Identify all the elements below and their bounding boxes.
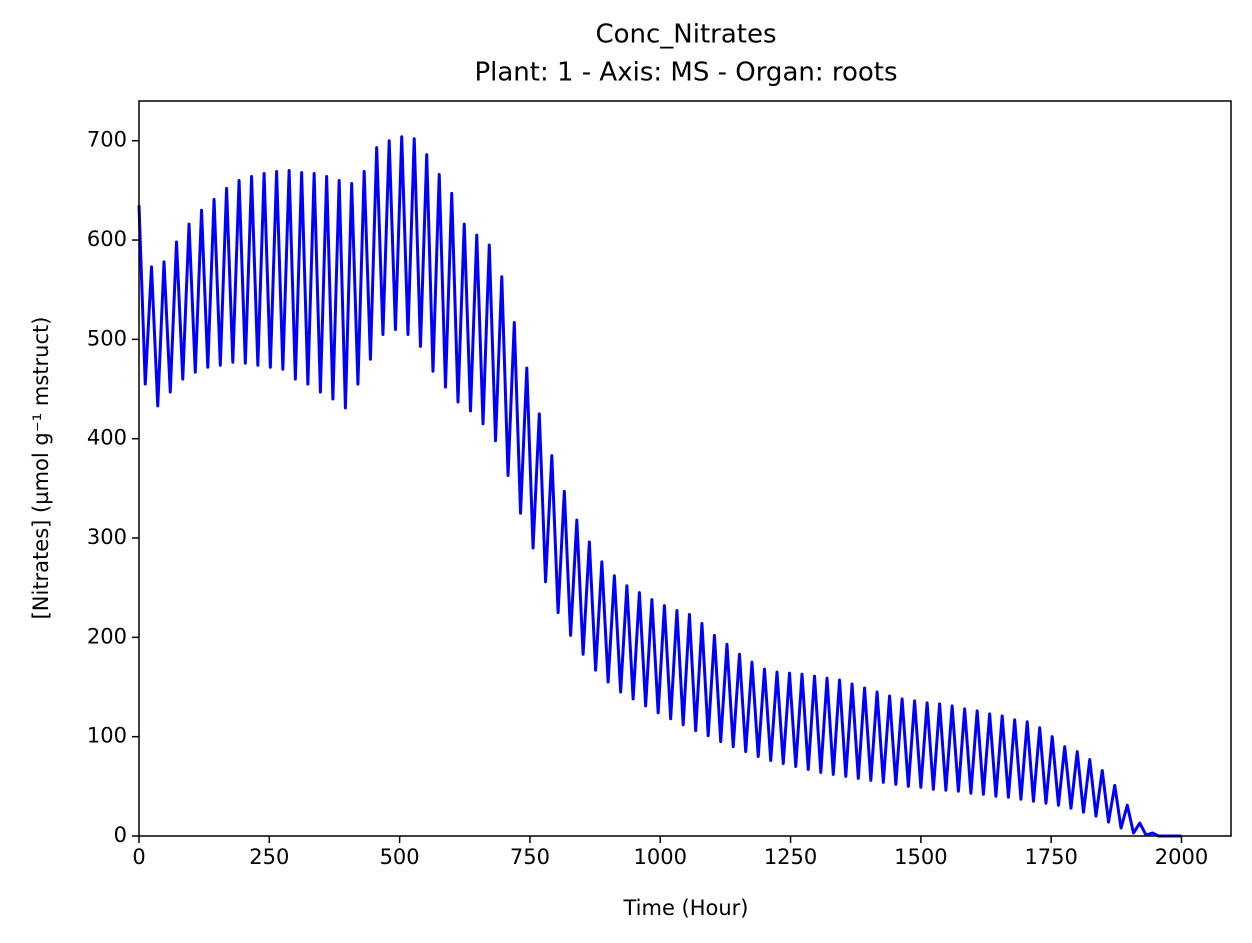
- x-tick-label: 250: [249, 845, 289, 869]
- x-tick-label: 0: [132, 845, 145, 869]
- y-tick-label: 400: [87, 426, 127, 450]
- x-tick-label: 1750: [1024, 845, 1077, 869]
- y-tick-label: 700: [87, 128, 127, 152]
- x-tick-label: 500: [380, 845, 420, 869]
- plot-frame: [138, 100, 1232, 837]
- x-tick-label: 2000: [1155, 845, 1208, 869]
- x-tick-label: 1000: [634, 845, 687, 869]
- x-tick-label: 1250: [764, 845, 817, 869]
- y-tick-label: 100: [87, 724, 127, 748]
- y-tick-label: 300: [87, 525, 127, 549]
- y-axis-label: [Nitrates] (µmol g⁻¹ mstruct): [29, 317, 53, 620]
- x-tick-label: 1500: [894, 845, 947, 869]
- y-tick-label: 500: [87, 326, 127, 350]
- data-line: [137, 135, 1182, 838]
- chart-title: Conc_Nitrates: [595, 20, 776, 50]
- x-axis-label: Time (Hour): [622, 896, 748, 920]
- chart-subtitle: Plant: 1 - Axis: MS - Organ: roots: [474, 58, 897, 88]
- x-tick-label: 750: [510, 845, 550, 869]
- y-tick-label: 200: [87, 624, 127, 648]
- y-tick-label: 0: [114, 823, 127, 847]
- y-tick-label: 600: [87, 227, 127, 251]
